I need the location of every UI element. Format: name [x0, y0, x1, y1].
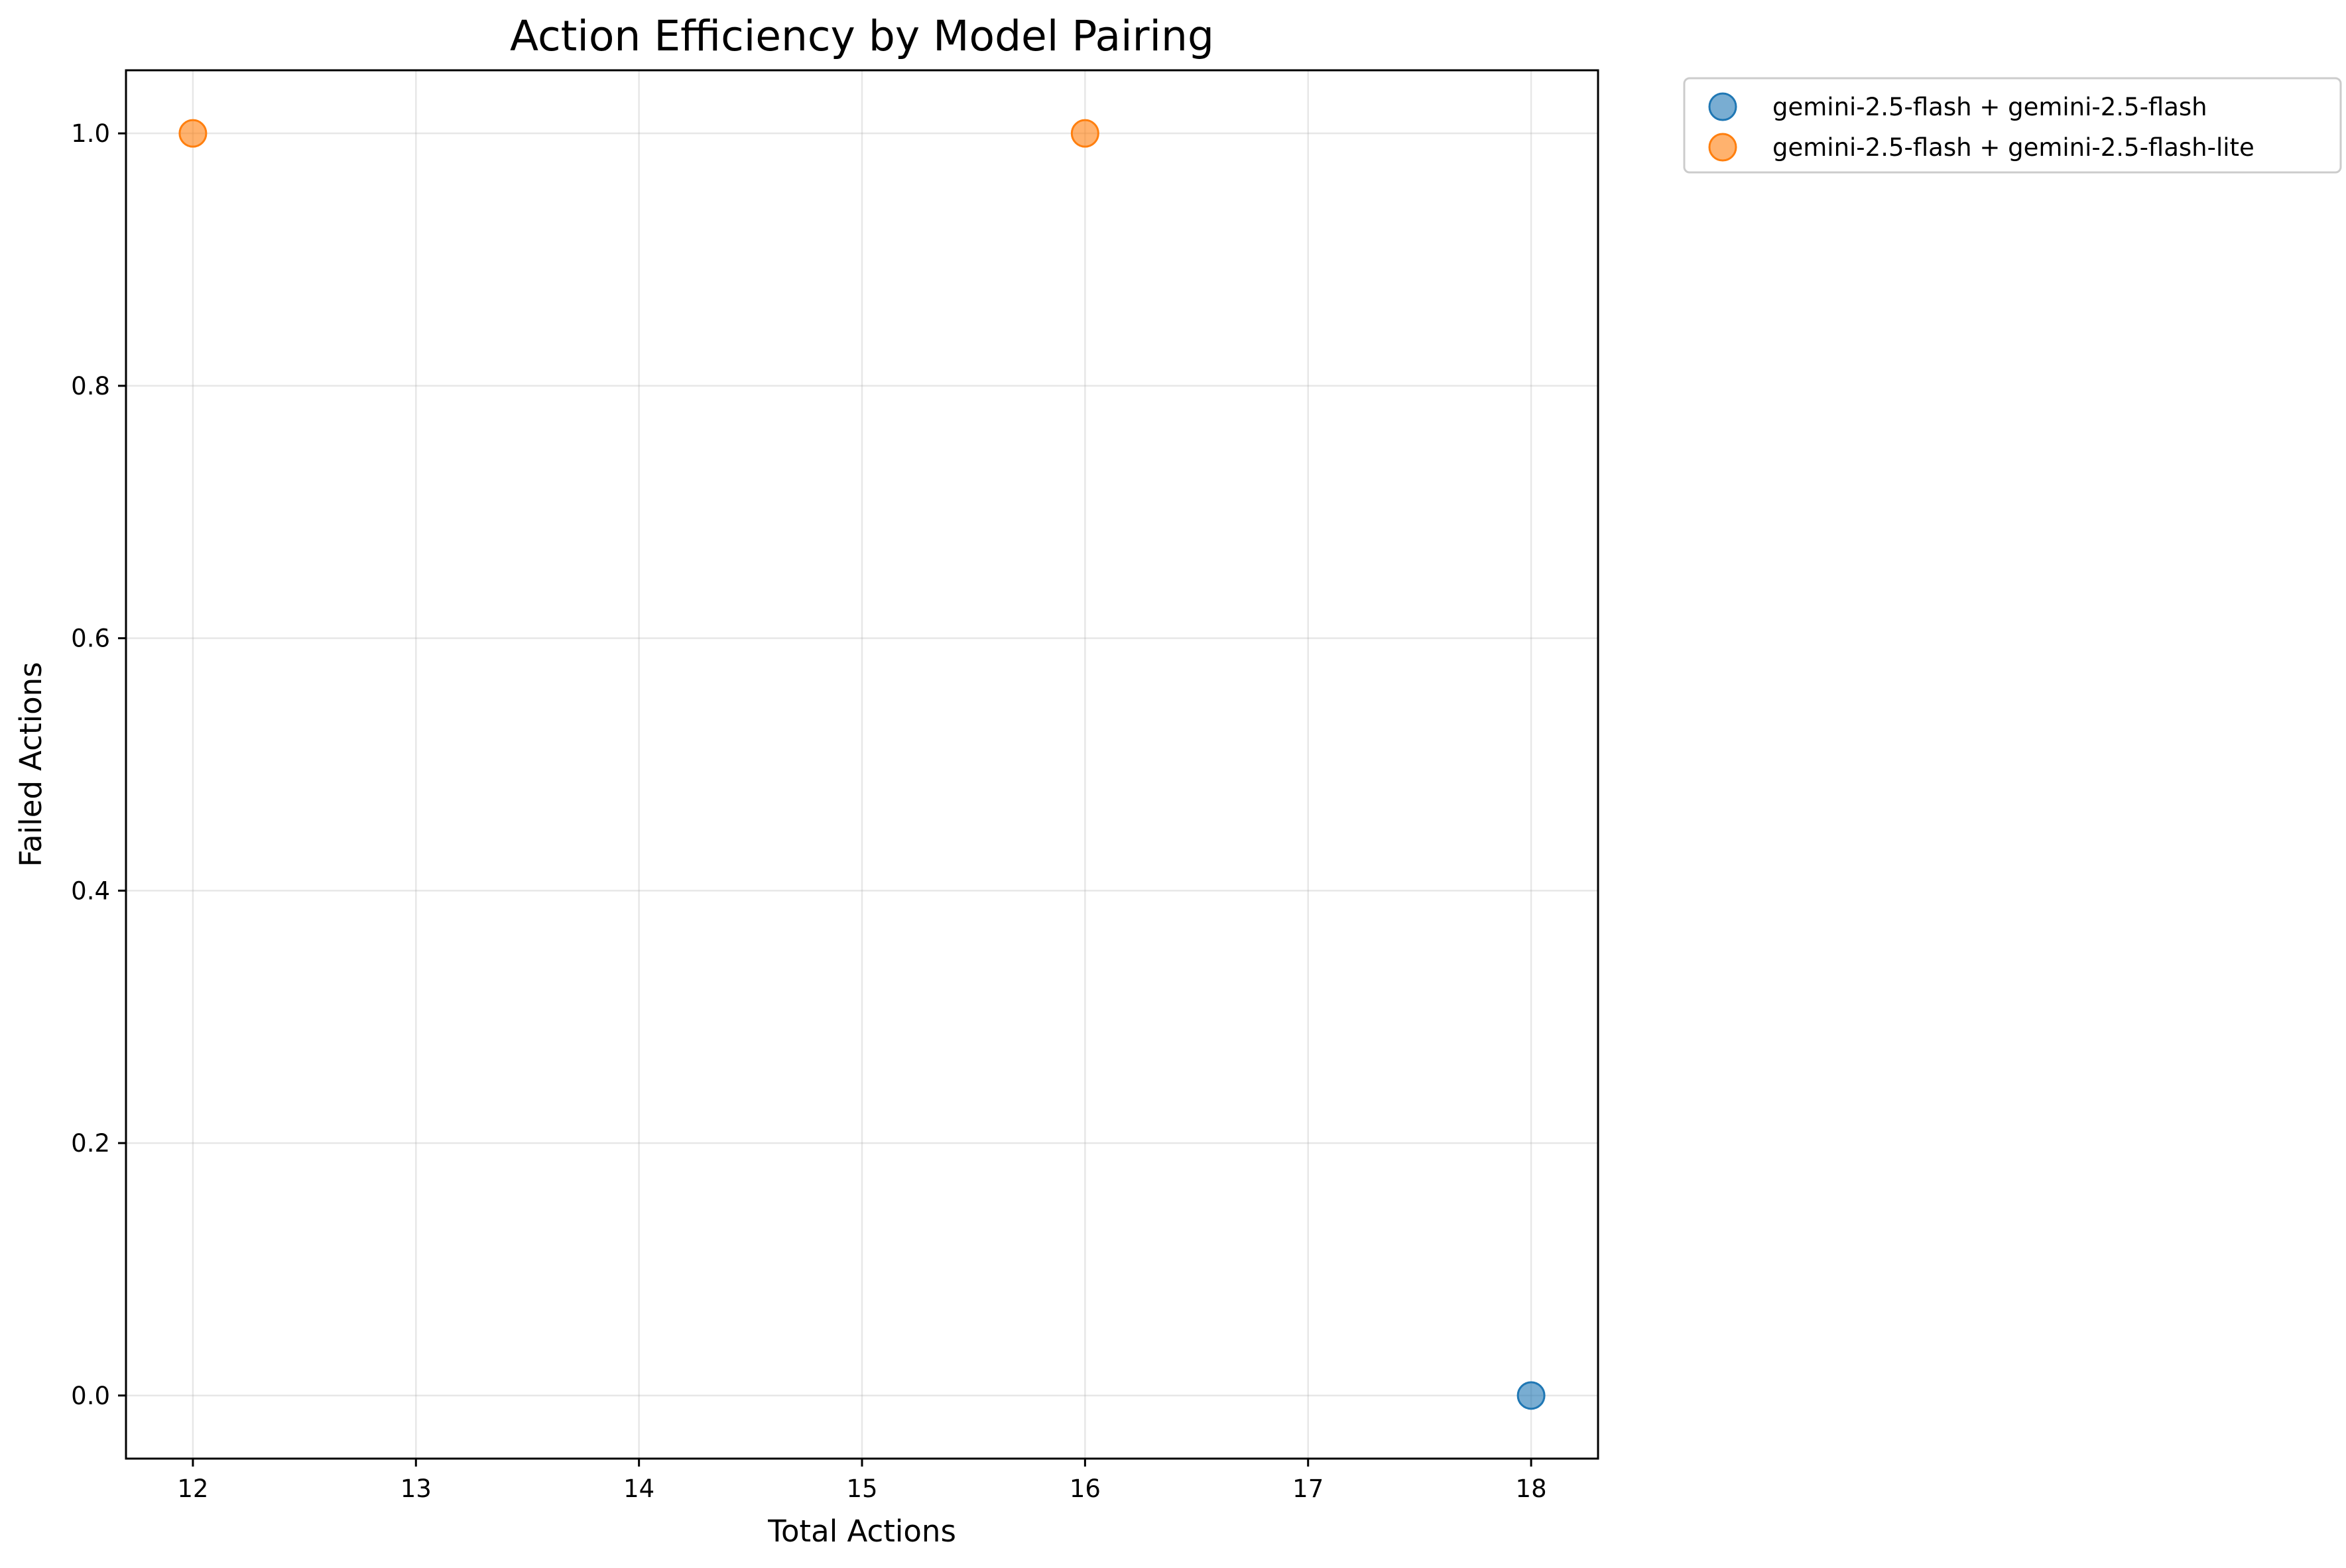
data-point-series-1	[178, 119, 208, 148]
y-tick-label: 0.2	[71, 1129, 110, 1158]
legend-label-series-1: gemini-2.5-flash + gemini-2.5-flash-lite	[1772, 133, 2254, 162]
y-axis-label: Failed Actions	[13, 662, 48, 867]
legend-marker-series-0	[1708, 92, 1737, 121]
grid-lines	[126, 70, 1598, 1459]
x-tick-label: 13	[401, 1475, 432, 1503]
x-tick-label: 12	[177, 1475, 208, 1503]
legend: gemini-2.5-flash + gemini-2.5-flash gemi…	[1683, 77, 2342, 174]
x-tick-label: 15	[846, 1475, 877, 1503]
y-tick-label: 0.0	[71, 1382, 110, 1410]
x-axis-label: Total Actions	[767, 1514, 956, 1549]
x-tick-label: 16	[1070, 1475, 1101, 1503]
y-tick-label: 0.8	[71, 372, 110, 400]
legend-frame	[1683, 77, 2342, 174]
data-point-series-0	[1516, 1381, 1546, 1410]
data-points	[178, 119, 1546, 1410]
x-tick-label: 17	[1292, 1475, 1324, 1503]
y-tick-label: 0.6	[71, 625, 110, 653]
legend-marker-series-1	[1708, 133, 1737, 162]
x-tick-label: 18	[1516, 1475, 1547, 1503]
axis-ticks: 12 13 14 15 16 17 18 0.0 0.2 0.4 0.6 0.8 1.0	[71, 119, 1546, 1503]
y-tick-label: 1.0	[71, 119, 110, 148]
x-tick-label: 14	[623, 1475, 654, 1503]
chart-title: Action Efficiency by Model Pairing	[510, 12, 1214, 60]
data-point-series-1	[1070, 119, 1099, 148]
legend-label-series-0: gemini-2.5-flash + gemini-2.5-flash	[1772, 93, 2207, 121]
y-tick-label: 0.4	[71, 876, 110, 905]
